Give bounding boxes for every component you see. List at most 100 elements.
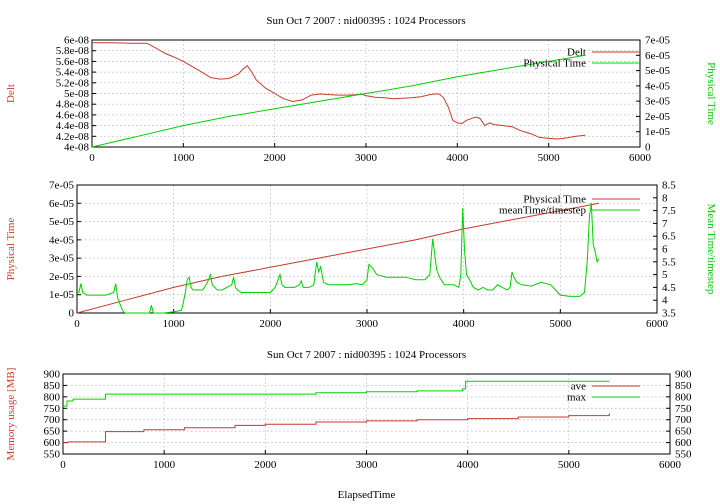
y2-tick-label: 4e-05: [645, 80, 671, 92]
y1-tick-label: 4e-08: [64, 142, 90, 154]
y1-axis-label: Physical Time: [5, 218, 17, 281]
y1-tick-label: 4.8e-08: [56, 99, 90, 111]
y1-tick-label: 550: [44, 449, 61, 461]
chart-panel-3: 0 1000 2000 3000 4000 5000 6000550600650700750…: [5, 349, 692, 501]
x-tick-label: 0: [60, 459, 66, 471]
series-line-delt: [92, 42, 586, 140]
y2-axis-label: Physical Time: [705, 62, 717, 125]
x-tick-label: 4000: [453, 318, 476, 330]
y2-tick-label: 6: [662, 244, 668, 256]
chart-panel-1: 0 1000 2000 3000 4000 5000 6000 4e-084.2e-084.4…: [5, 15, 717, 164]
y2-tick-label: 2e-05: [645, 111, 671, 123]
y2-tick-label: 3e-05: [645, 96, 671, 108]
y1-tick-label: 4.6e-08: [56, 109, 90, 121]
y1-tick-label: 5.8e-08: [56, 45, 90, 57]
x-tick-label: 3000: [356, 318, 379, 330]
plot-frame: [76, 184, 658, 314]
x-tick-label: 1000: [172, 152, 195, 164]
y1-tick-label: 750: [44, 403, 61, 415]
series-line-physical-time: [76, 202, 600, 314]
y1-tick-label: 5.2e-08: [56, 77, 90, 89]
x-tick-label: 1000: [163, 318, 186, 330]
y2-tick-label: 4.5: [662, 282, 676, 294]
y1-tick-label: 5.4e-08: [56, 67, 90, 79]
y2-tick-label: 600: [675, 437, 692, 449]
y2-tick-label: 900: [675, 369, 692, 381]
y1-tick-label: 6e-08: [64, 35, 90, 47]
y2-tick-label: 5e-05: [645, 65, 671, 77]
x-tick-label: 1000: [153, 459, 176, 471]
x-tick-label: 3000: [356, 459, 379, 471]
y1-tick-label: 850: [44, 380, 61, 392]
y1-tick-label: 4.4e-08: [56, 120, 90, 132]
y1-tick-label: 4e-05: [49, 234, 75, 246]
y1-tick-label: 4.2e-08: [56, 131, 90, 143]
y1-tick-label: 2e-05: [49, 271, 75, 283]
y2-axis-label: Mean Time/timestep: [705, 204, 717, 295]
x-tick-label: 6000: [646, 318, 669, 330]
x-tick-label: 5000: [538, 152, 561, 164]
x-tick-label: 4000: [457, 459, 480, 471]
legend-label: Physical Time: [523, 58, 586, 70]
x-tick-label: 4000: [446, 152, 469, 164]
chart-panel-2: 0 1000 2000 3000 4000 5000 6000 0 1e-05 2e-05 3e-0…: [5, 180, 717, 331]
y1-tick-label: 5e-08: [64, 88, 90, 100]
x-tick-label: 3000: [355, 152, 378, 164]
y1-tick-label: 6e-05: [49, 198, 75, 210]
y2-tick-label: 800: [675, 391, 692, 403]
x-axis-label: ElapsedTime: [338, 489, 396, 501]
chart-title: Sun Oct 7 2007 : nid00395 : 1024 Process…: [266, 15, 465, 27]
y2-tick-label: 5: [662, 269, 668, 281]
y1-tick-label: 0: [69, 308, 75, 320]
x-tick-label: 0: [89, 152, 95, 164]
y2-tick-label: 8: [662, 192, 668, 204]
y1-axis-label: Delt: [5, 84, 17, 103]
y2-tick-label: 3.5: [662, 308, 676, 320]
y2-tick-label: 5.5: [662, 256, 676, 268]
y2-tick-label: 7.5: [662, 205, 676, 217]
x-tick-label: 2000: [259, 318, 282, 330]
x-tick-label: 0: [74, 318, 80, 330]
y2-tick-label: 7e-05: [645, 35, 671, 47]
y1-tick-label: 5e-05: [49, 216, 75, 228]
legend-label: meanTime/timestep: [499, 205, 586, 217]
y1-tick-label: 650: [44, 426, 61, 438]
y1-tick-label: 7e-05: [49, 180, 75, 192]
y1-tick-label: 700: [44, 414, 61, 426]
series-line-max: [63, 380, 610, 407]
y2-tick-label: 750: [675, 403, 692, 415]
legend-label: ave: [571, 381, 586, 393]
x-tick-label: 2000: [264, 152, 287, 164]
y2-tick-label: 700: [675, 414, 692, 426]
y2-tick-label: 0: [645, 142, 651, 154]
y2-tick-label: 1e-05: [645, 126, 671, 138]
x-tick-label: 6000: [659, 459, 682, 471]
x-tick-label: 5000: [549, 318, 572, 330]
legend-label: max: [567, 392, 586, 404]
series-line-physical-time: [91, 54, 586, 148]
y2-tick-label: 6.5: [662, 231, 676, 243]
plot-frame: [62, 373, 671, 455]
y1-tick-label: 600: [44, 437, 61, 449]
y2-tick-label: 550: [675, 449, 692, 461]
plot-frame: [91, 39, 641, 148]
series-line-meantime-timestep: [77, 202, 600, 314]
x-tick-label: 6000: [629, 152, 652, 164]
x-tick-label: 5000: [558, 459, 581, 471]
y1-axis-label: Memory usage [MB]: [5, 368, 17, 461]
y2-tick-label: 8.5: [662, 180, 676, 192]
y1-tick-label: 3e-05: [49, 253, 75, 265]
chart-title: Sun Oct 7 2007 : nid00395 : 1024 Process…: [267, 349, 466, 361]
y2-tick-label: 650: [675, 426, 692, 438]
y1-tick-label: 5.6e-08: [56, 56, 90, 68]
y1-tick-label: 800: [44, 391, 61, 403]
series-line-ave: [63, 413, 610, 444]
x-tick-label: 2000: [254, 459, 277, 471]
y2-tick-label: 7: [662, 218, 668, 230]
y1-tick-label: 900: [44, 369, 61, 381]
y1-tick-label: 1e-05: [49, 289, 75, 301]
y2-tick-label: 850: [675, 380, 692, 392]
legend-label: Physical Time: [523, 194, 586, 206]
y2-tick-label: 4: [662, 295, 668, 307]
